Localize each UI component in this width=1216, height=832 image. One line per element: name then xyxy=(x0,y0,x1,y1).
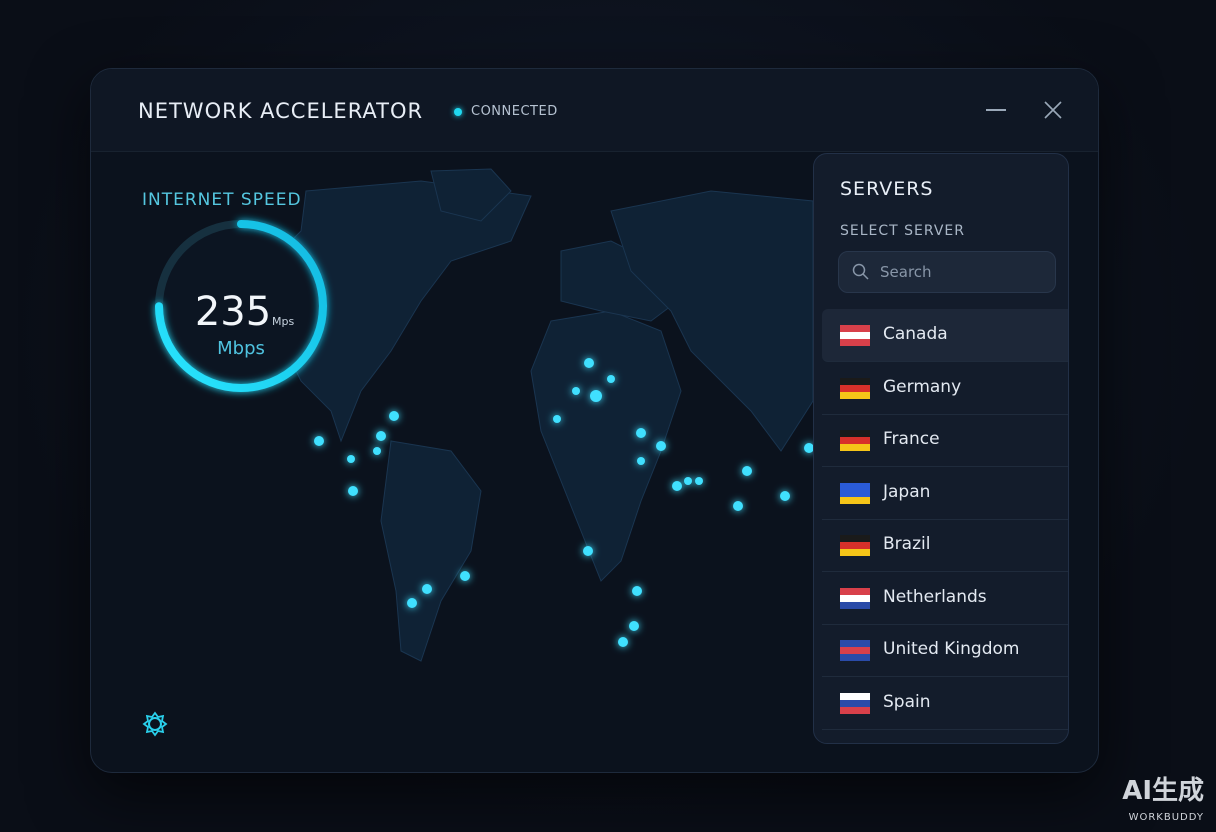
minimize-button[interactable] xyxy=(986,109,1006,111)
server-row[interactable]: Canada xyxy=(822,309,1068,362)
panel-subtitle: SELECT SERVER xyxy=(840,223,965,239)
server-row[interactable]: Spain xyxy=(822,677,1068,730)
settings-button[interactable] xyxy=(142,711,168,737)
watermark-main: AI生成 xyxy=(1122,776,1204,806)
server-locations xyxy=(314,358,814,647)
server-row[interactable]: Brazil xyxy=(822,519,1068,572)
server-row[interactable]: France xyxy=(822,414,1068,467)
search-icon xyxy=(852,263,869,280)
server-name: Brazil xyxy=(883,534,931,554)
server-name: Canada xyxy=(883,324,948,344)
watermark: AI生成 WORKBUDDY xyxy=(1122,777,1204,824)
flag-icon xyxy=(840,692,870,714)
flag-icon xyxy=(840,377,870,399)
server-row[interactable]: United Kingdom xyxy=(822,624,1068,677)
flag-icon xyxy=(840,430,870,451)
speed-unit-small: Mps xyxy=(272,315,294,328)
speed-gauge: 235 Mps Mbps xyxy=(155,220,327,392)
server-name: Japan xyxy=(883,481,931,502)
world-map: 235 Mps Mbps xyxy=(142,168,814,737)
app-title: NETWORK ACCELERATOR xyxy=(138,99,424,123)
panel-title: SERVERS xyxy=(840,178,934,200)
server-name: Spain xyxy=(883,691,931,712)
server-name: Germany xyxy=(883,376,962,397)
app-window: NETWORK ACCELERATOR CONNECTED xyxy=(90,68,1099,773)
watermark-sub: WORKBUDDY xyxy=(1128,812,1204,823)
flag-icon xyxy=(840,482,870,504)
flag-icon xyxy=(840,587,870,609)
flag-icon xyxy=(840,640,870,661)
speed-value: 235 xyxy=(195,289,271,335)
flag-icon xyxy=(840,535,870,556)
server-name: France xyxy=(883,429,940,449)
continents xyxy=(270,168,814,662)
server-row[interactable]: Germany xyxy=(822,362,1068,415)
server-row[interactable]: Japan xyxy=(822,467,1068,520)
speed-unit: Mbps xyxy=(217,338,265,359)
connection-status: CONNECTED xyxy=(454,104,558,119)
flag-icon xyxy=(840,325,870,346)
server-panel: SERVERS SELECT SERVER Search Canada Germa… xyxy=(813,153,1069,744)
server-row[interactable]: Netherlands xyxy=(822,572,1068,625)
server-name: Netherlands xyxy=(883,586,987,607)
server-name: United Kingdom xyxy=(883,639,1020,659)
close-button[interactable] xyxy=(1044,101,1062,119)
search-box[interactable]: Search xyxy=(838,251,1056,293)
speed-label: INTERNET SPEED xyxy=(142,190,302,210)
search-placeholder: Search xyxy=(880,263,932,281)
header: NETWORK ACCELERATOR CONNECTED xyxy=(91,69,1098,152)
